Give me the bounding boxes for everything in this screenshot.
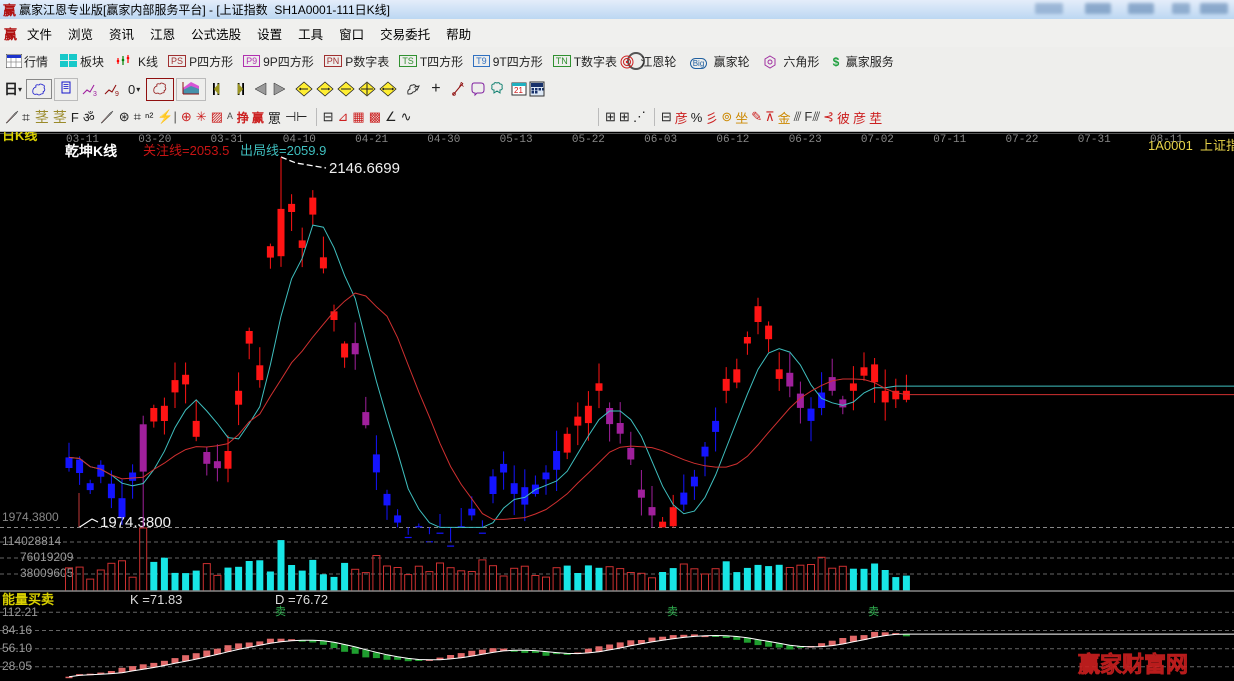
svg-text:07-31: 07-31: [1078, 134, 1111, 146]
svg-text:赢家财富网: 赢家财富网: [1078, 652, 1188, 677]
svg-text:A: A: [459, 82, 464, 89]
svg-text:9: 9: [115, 91, 119, 97]
svg-text:05-22: 05-22: [572, 134, 605, 146]
svg-text:乾坤K线: 乾坤K线: [65, 143, 117, 159]
svg-text:04-30: 04-30: [427, 134, 460, 146]
svg-text:1974.3800: 1974.3800: [100, 514, 171, 531]
svg-text:1A0001 上证指数: 1A0001 上证指数: [1148, 138, 1234, 153]
svg-text:3: 3: [93, 91, 97, 97]
svg-text:04-21: 04-21: [355, 134, 388, 146]
svg-text:卖: 卖: [667, 605, 678, 618]
svg-text:112.21: 112.21: [2, 605, 38, 619]
svg-text:K =71.83: K =71.83: [130, 592, 182, 607]
svg-text:84.16: 84.16: [2, 623, 32, 637]
svg-text:日K线: 日K线: [2, 131, 37, 143]
svg-text:21: 21: [514, 86, 523, 95]
svg-text:06-23: 06-23: [789, 134, 822, 146]
svg-text:06-12: 06-12: [716, 134, 749, 146]
svg-text:关注线=2053.5: 关注线=2053.5: [143, 143, 229, 158]
svg-text:56.10: 56.10: [2, 641, 32, 655]
svg-text:卖: 卖: [275, 605, 286, 618]
svg-text:1974.3800: 1974.3800: [2, 510, 59, 524]
svg-text:76019209: 76019209: [20, 550, 74, 564]
svg-text:07-22: 07-22: [1006, 134, 1039, 146]
svg-text:06-03: 06-03: [644, 134, 677, 146]
svg-text:07-11: 07-11: [933, 134, 966, 146]
svg-text:D =76.72: D =76.72: [275, 592, 328, 607]
svg-text:114028814: 114028814: [2, 534, 62, 548]
svg-text:2146.6699: 2146.6699: [329, 160, 400, 177]
svg-text:出局线=2059.9: 出局线=2059.9: [240, 143, 326, 158]
svg-text:28.05: 28.05: [2, 659, 32, 673]
svg-text:卖: 卖: [868, 605, 879, 618]
svg-text:05-13: 05-13: [500, 134, 533, 146]
svg-text:07-02: 07-02: [861, 134, 894, 146]
